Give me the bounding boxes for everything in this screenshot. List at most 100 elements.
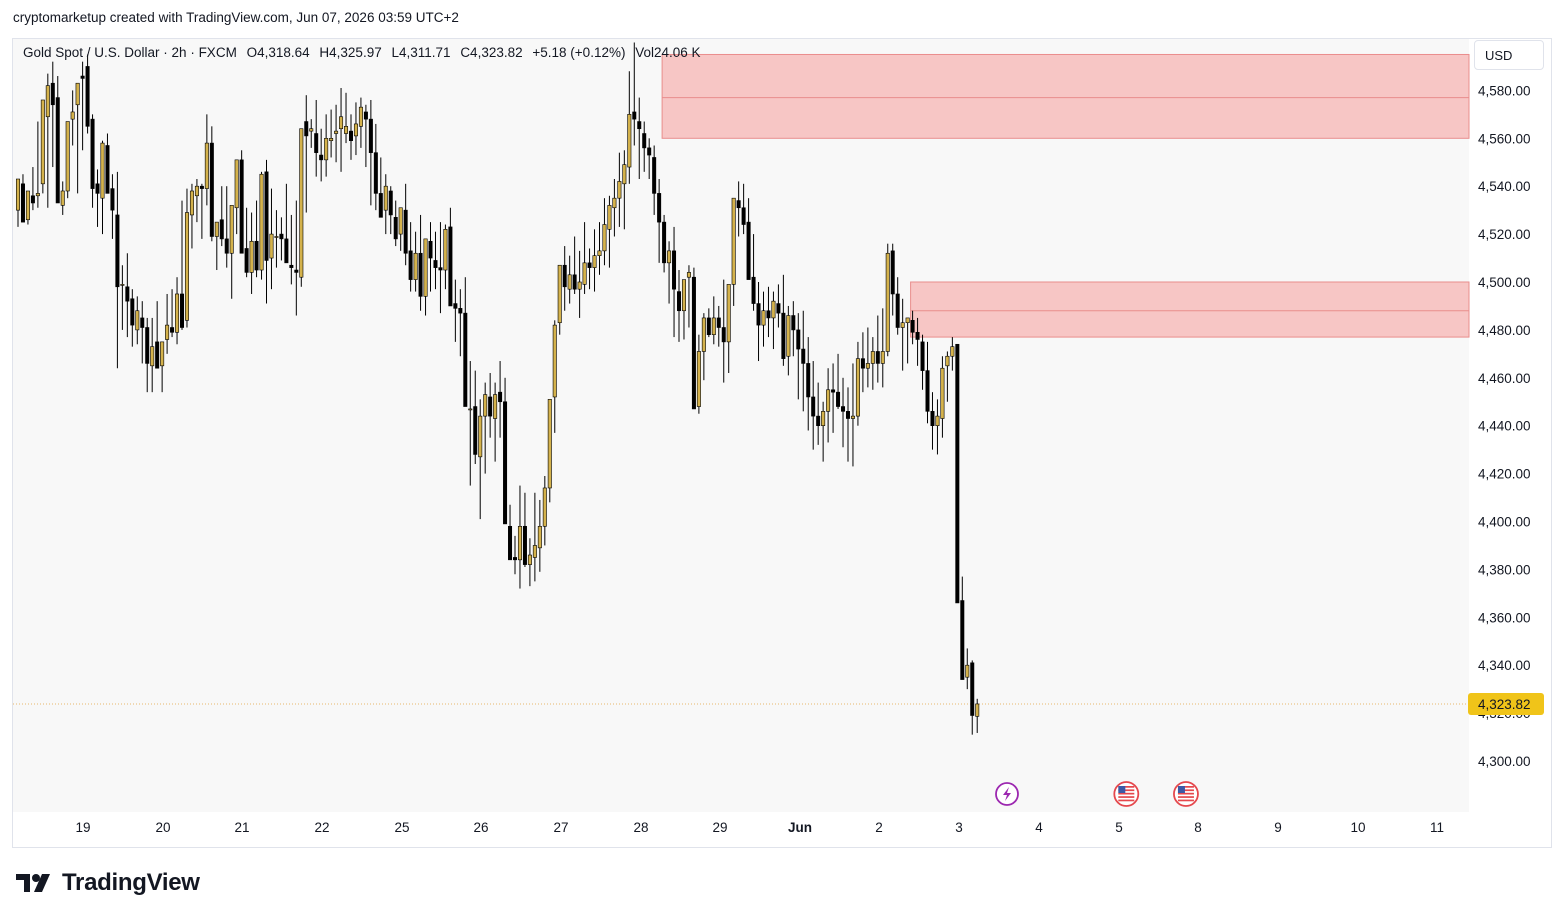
candle-body xyxy=(787,316,790,357)
candle-body xyxy=(305,122,308,136)
candle-body xyxy=(886,253,889,351)
candle-body xyxy=(394,217,397,239)
x-axis-tick-label: 19 xyxy=(75,820,90,835)
candle-body xyxy=(51,83,54,105)
candle-body xyxy=(439,268,442,270)
candle-body xyxy=(180,294,183,328)
candle-body xyxy=(200,186,203,188)
y-axis-tick-label: 4,500.00 xyxy=(1478,275,1531,290)
symbol-legend: Gold Spot / U.S. Dollar · 2h · FXCM O4,3… xyxy=(23,45,707,60)
candle-body xyxy=(826,390,829,412)
ohlc-close: C4,323.82 xyxy=(460,45,522,60)
candle-body xyxy=(434,260,437,267)
candle-body xyxy=(295,270,298,272)
y-axis-tick-label: 4,400.00 xyxy=(1478,515,1531,530)
candle-body xyxy=(86,66,89,126)
candle-body xyxy=(399,208,402,234)
y-axis-tick-label: 4,460.00 xyxy=(1478,371,1531,386)
candle-body xyxy=(195,186,198,196)
y-axis-tick-label: 4,420.00 xyxy=(1478,467,1531,482)
candle-body xyxy=(712,318,715,335)
candle-body xyxy=(951,347,954,357)
candle-body xyxy=(230,205,233,253)
candle-body xyxy=(613,198,616,208)
candle-body xyxy=(742,208,745,225)
candle-body xyxy=(250,241,253,272)
candle-body xyxy=(464,313,467,406)
x-axis-tick-label: 9 xyxy=(1274,820,1282,835)
candle-body xyxy=(831,390,834,392)
x-axis-tick-label: Jun xyxy=(788,820,812,835)
candle-body xyxy=(300,129,303,277)
candle-body xyxy=(717,318,720,328)
ohlc-low: L4,311.71 xyxy=(391,45,450,60)
candle-body xyxy=(638,122,641,129)
candle-body xyxy=(66,122,69,191)
candle-body xyxy=(319,155,322,160)
candle-body xyxy=(598,251,601,256)
candle-body xyxy=(150,347,153,366)
candle-body xyxy=(921,342,924,371)
candle-body xyxy=(931,411,934,425)
candle-body xyxy=(101,143,104,198)
candle-body xyxy=(379,193,382,217)
candle-body xyxy=(454,304,457,309)
candle-body xyxy=(235,160,238,208)
candle-body xyxy=(901,323,904,328)
symbol-title[interactable]: Gold Spot / U.S. Dollar · 2h · FXCM xyxy=(23,45,237,60)
x-axis-tick-label: 20 xyxy=(155,820,170,835)
x-axis-tick-label: 10 xyxy=(1350,820,1365,835)
candle-body xyxy=(81,76,84,78)
supply-zone-1[interactable] xyxy=(662,54,1469,138)
candle-body xyxy=(459,308,462,313)
candle-body xyxy=(488,397,491,416)
candle-body xyxy=(727,284,730,341)
candle-body xyxy=(275,236,278,237)
candle-body xyxy=(772,301,775,318)
candle-body xyxy=(633,112,636,119)
candle-body xyxy=(215,222,218,236)
flag-stripe xyxy=(1178,796,1194,798)
tradingview-logo[interactable]: TradingView xyxy=(16,868,200,898)
candle-body xyxy=(245,248,248,272)
candle-body xyxy=(583,263,586,285)
candle-body xyxy=(757,304,760,326)
ohlc-open: O4,318.64 xyxy=(247,45,310,60)
candle-body xyxy=(687,272,690,277)
candle-body xyxy=(518,526,521,560)
candle-body xyxy=(667,251,670,263)
candle-body xyxy=(359,107,362,126)
x-axis-tick-label: 27 xyxy=(553,820,568,835)
flag-stripe xyxy=(1118,800,1134,802)
candle-body xyxy=(623,165,626,184)
candle-body xyxy=(165,325,168,339)
x-axis-tick-label: 22 xyxy=(314,820,329,835)
candle-body xyxy=(146,328,149,364)
candle-body xyxy=(916,332,919,339)
candle-body xyxy=(160,342,163,366)
candle-body xyxy=(956,344,959,603)
supply-zone-2[interactable] xyxy=(911,282,1469,337)
candle-body xyxy=(851,416,854,418)
candle-body xyxy=(692,277,695,409)
candle-body xyxy=(896,294,899,328)
candle-body xyxy=(136,311,139,330)
candle-body xyxy=(737,201,740,208)
currency-selector[interactable]: USD xyxy=(1474,40,1544,70)
candle-body xyxy=(344,126,347,133)
candle-body xyxy=(652,157,655,193)
candle-body xyxy=(290,265,293,267)
candle-body xyxy=(76,83,79,105)
candle-body xyxy=(369,119,372,153)
candle-body xyxy=(578,282,581,289)
y-axis-tick-label: 4,440.00 xyxy=(1478,419,1531,434)
x-axis-tick-label: 21 xyxy=(234,820,249,835)
x-axis-tick-label: 4 xyxy=(1035,820,1043,835)
candle-body xyxy=(906,318,909,323)
candle-body xyxy=(404,210,407,253)
candle-body xyxy=(603,225,606,251)
candle-body xyxy=(677,292,680,311)
flag-stripe xyxy=(1118,796,1134,798)
candle-body xyxy=(26,191,29,220)
